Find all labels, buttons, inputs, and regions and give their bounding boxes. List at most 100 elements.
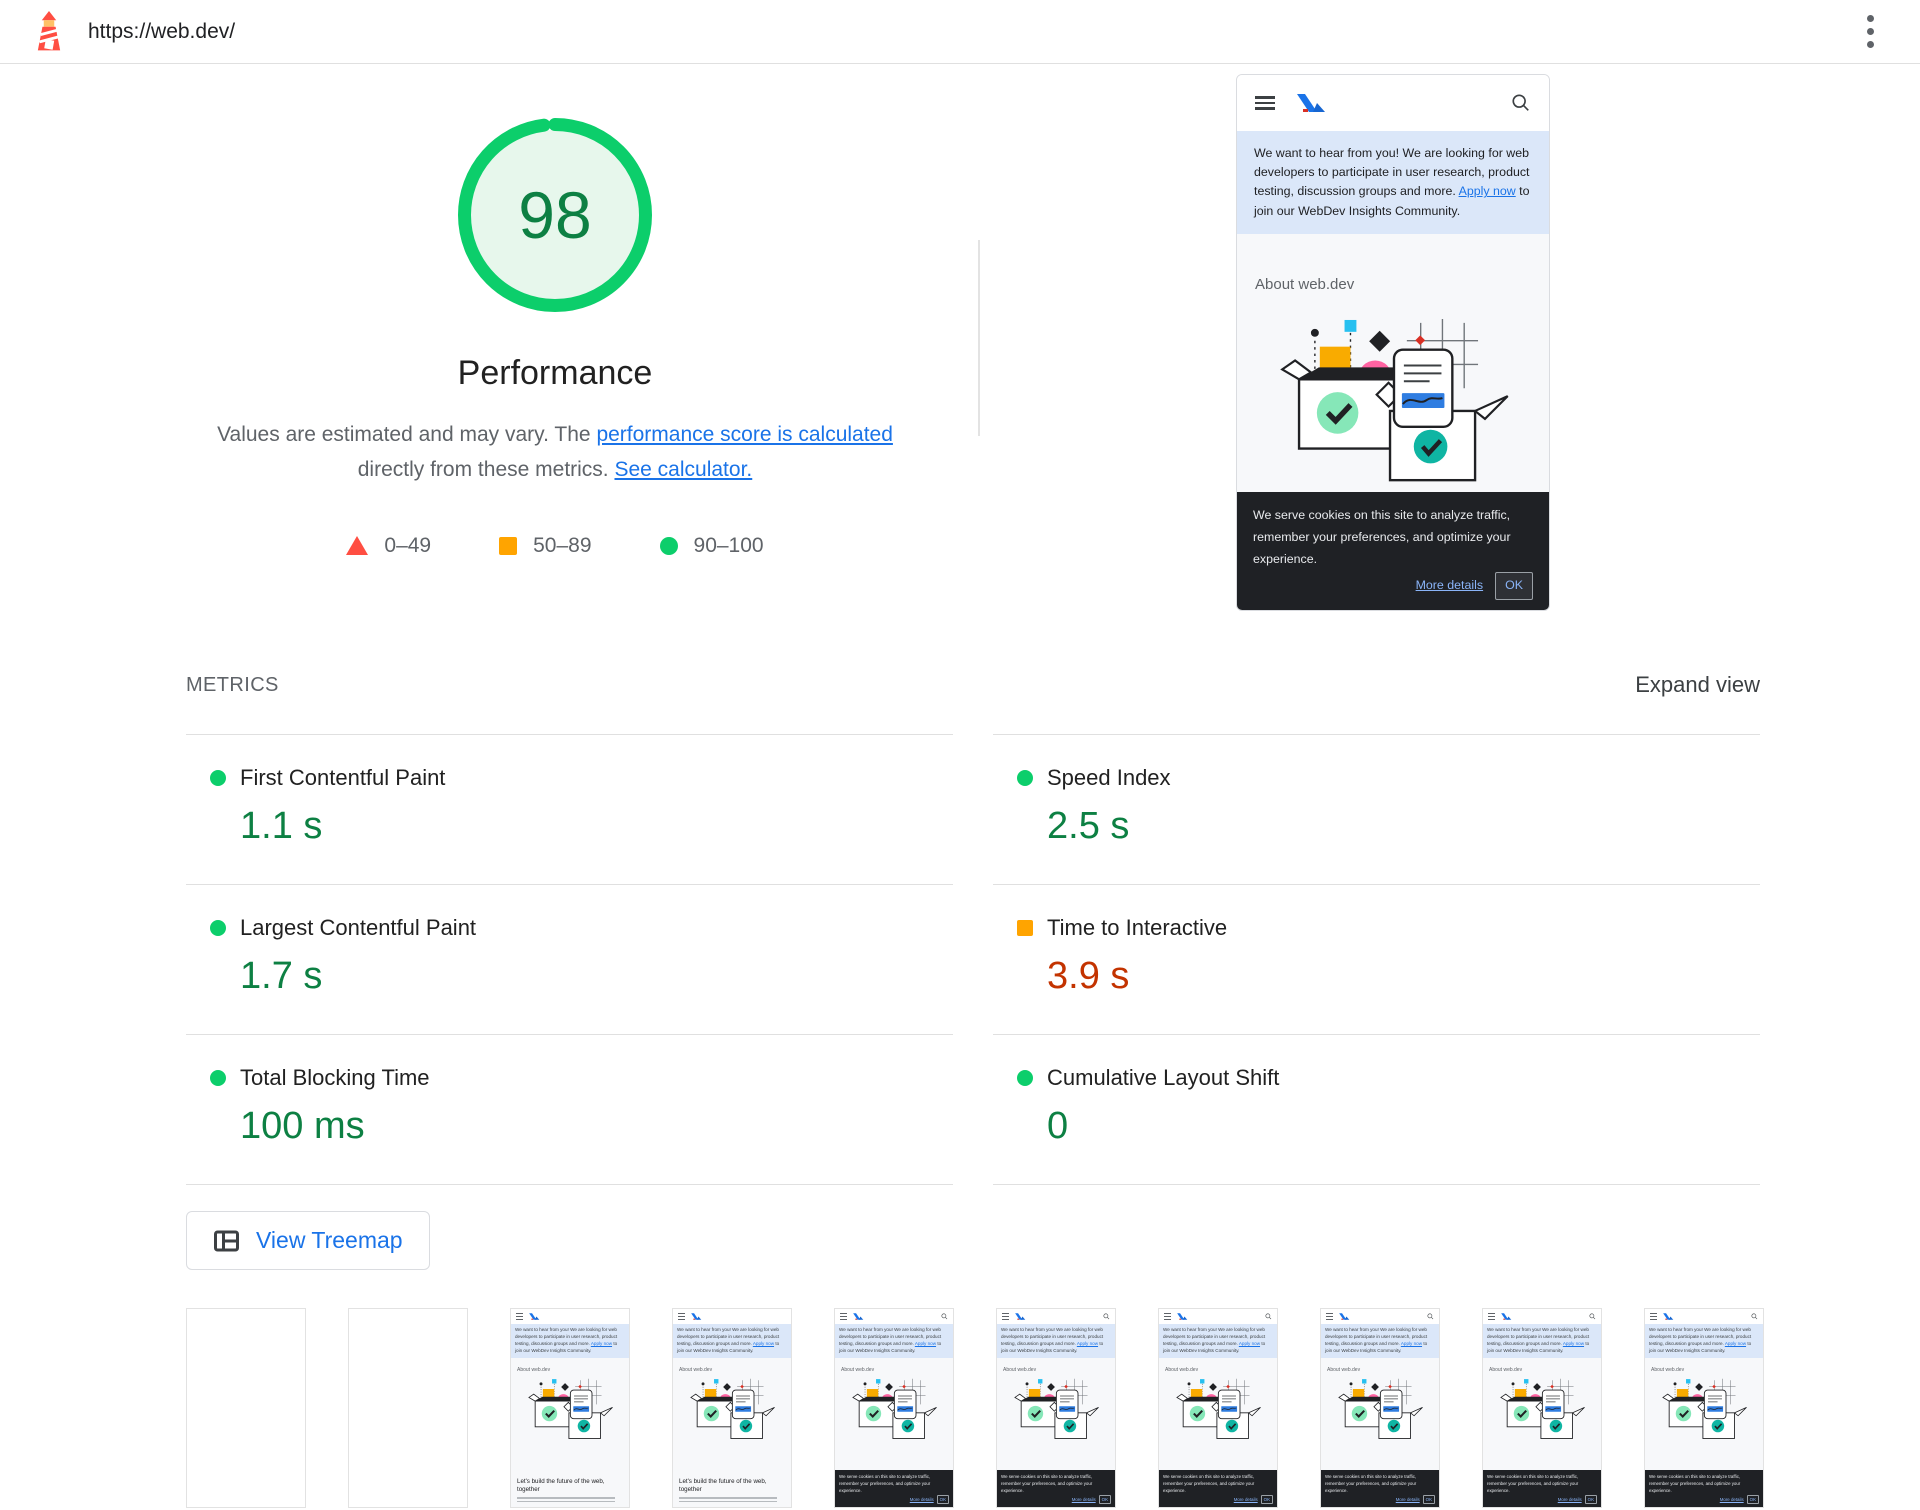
legend-item-good: 90–100 <box>659 533 764 558</box>
mock-hamburger-icon <box>840 1313 847 1320</box>
category-title: Performance <box>457 354 653 392</box>
mock-page-body: About web.dev <box>511 1357 629 1476</box>
mock-hero-illustration <box>1498 1378 1586 1444</box>
mock-search-icon <box>1427 1313 1434 1320</box>
mock-mini-header <box>997 1309 1115 1324</box>
mock-banner-text: to join our WebDev Insights Community. <box>1254 184 1530 218</box>
mock-promo-banner: We want to hear from you! We are looking… <box>835 1324 953 1358</box>
performance-score-link[interactable]: performance score is calculated <box>596 423 893 446</box>
filmstrip-frame: We want to hear from you! We are looking… <box>510 1308 630 1508</box>
legend-label: 0–49 <box>384 533 432 557</box>
score-legend: 0–49 50–89 90–100 <box>150 534 960 558</box>
expand-view-button[interactable]: Expand view <box>1635 672 1760 697</box>
performance-score-gauge[interactable]: 98 <box>458 118 652 312</box>
mock-mini-header <box>835 1309 953 1324</box>
mock-hero-illustration <box>526 1378 614 1444</box>
mock-hamburger-icon <box>1650 1313 1657 1320</box>
legend-label: 50–89 <box>533 533 592 557</box>
metric-bullet-icon <box>210 770 226 786</box>
see-calculator-link[interactable]: See calculator. <box>614 458 753 482</box>
mock-cookie-banner: We serve cookies on this site to analyze… <box>1645 1469 1763 1507</box>
mock-cookie-banner: We serve cookies on this site to analyze… <box>1483 1469 1601 1507</box>
treemap-icon <box>214 1230 239 1251</box>
legend-item-fail: 0–49 <box>346 534 431 558</box>
vertical-divider <box>978 240 980 436</box>
metric-bullet-icon <box>210 920 226 936</box>
metrics-section-title: METRICS <box>186 673 279 696</box>
metric-value: 100 ms <box>240 1105 365 1147</box>
mock-about-heading: About web.dev <box>1489 1366 1523 1373</box>
mock-page-body: About web.dev <box>997 1357 1115 1470</box>
metric-largest-contentful-paint: Largest Contentful Paint 1.7 s <box>186 884 953 1034</box>
score-description-text: directly from these metrics. <box>357 458 615 482</box>
mock-hero-illustration <box>1660 1378 1748 1444</box>
view-treemap-button[interactable]: View Treemap <box>186 1211 430 1270</box>
score-value: 98 <box>518 178 592 252</box>
mock-promo-banner: We want to hear from you! We are looking… <box>673 1324 791 1358</box>
mock-search-icon <box>1511 93 1531 113</box>
mock-cookie-text: We serve cookies on this site to analyze… <box>1253 508 1511 566</box>
mock-page-body: About web.dev <box>1483 1357 1601 1470</box>
filmstrip-frame <box>348 1308 468 1508</box>
mock-cookie-banner: We serve cookies on this site to analyze… <box>997 1469 1115 1507</box>
mock-hamburger-icon <box>1002 1313 1009 1320</box>
mock-mini-header <box>511 1309 629 1324</box>
mock-promo-banner: We want to hear from you! We are looking… <box>1483 1324 1601 1358</box>
mock-mini-header <box>673 1309 791 1324</box>
mock-mini-header <box>1159 1309 1277 1324</box>
legend-item-average: 50–89 <box>499 533 592 558</box>
good-circle-icon <box>659 536 678 555</box>
metric-time-to-interactive: Time to Interactive 3.9 s <box>993 884 1760 1034</box>
lighthouse-logo-icon <box>37 10 61 50</box>
performance-summary: 98 Performance Values are estimated and … <box>0 64 1920 664</box>
mock-page-body: About web.dev <box>1645 1357 1763 1470</box>
metric-first-contentful-paint: First Contentful Paint 1.1 s <box>186 734 953 884</box>
mock-page-body: About web.dev <box>673 1357 791 1476</box>
mock-search-icon <box>1265 1313 1272 1320</box>
average-square-icon <box>499 536 518 555</box>
mock-promo-banner: We want to hear from you! We are looking… <box>511 1324 629 1358</box>
fail-triangle-icon <box>346 536 369 556</box>
legend-label: 90–100 <box>693 533 764 557</box>
mock-hero-illustration <box>850 1378 938 1444</box>
mock-ok-button: OK <box>1495 572 1533 600</box>
score-description-text: Values are estimated and may vary. The <box>217 423 597 446</box>
filmstrip-frame: We want to hear from you! We are looking… <box>1158 1308 1278 1508</box>
mock-hamburger-icon <box>1488 1313 1495 1320</box>
filmstrip-frame: We want to hear from you! We are looking… <box>1320 1308 1440 1508</box>
mock-about-heading: About web.dev <box>1003 1366 1037 1373</box>
mock-search-icon <box>1103 1313 1110 1320</box>
mock-mini-header <box>1321 1309 1439 1324</box>
mock-about-heading: About web.dev <box>1255 275 1355 293</box>
mock-page-body: About web.dev <box>1159 1357 1277 1470</box>
mock-hero-text: Let's build the future of the web, toget… <box>511 1475 629 1507</box>
metric-label: Total Blocking Time <box>240 1065 430 1090</box>
filmstrip: We want to hear from you! We are looking… <box>186 1308 1920 1508</box>
metric-speed-index: Speed Index 2.5 s <box>993 734 1760 884</box>
metric-bullet-icon <box>1017 770 1033 786</box>
audited-url: https://web.dev/ <box>88 19 236 43</box>
mock-hamburger-icon <box>1164 1313 1171 1320</box>
mock-apply-now-link: Apply now <box>1458 184 1516 199</box>
mock-cookie-banner: We serve cookies on this site to analyze… <box>1321 1469 1439 1507</box>
mock-promo-banner: We want to hear from you! We are looking… <box>997 1324 1115 1358</box>
kebab-menu-icon[interactable] <box>1861 9 1880 54</box>
mock-search-icon <box>1751 1313 1758 1320</box>
filmstrip-frame: We want to hear from you! We are looking… <box>1482 1308 1602 1508</box>
mock-hamburger-icon <box>1326 1313 1333 1320</box>
mock-search-icon <box>1589 1313 1596 1320</box>
metric-label: Cumulative Layout Shift <box>1047 1065 1280 1090</box>
mock-promo-banner: We want to hear from you! We are looking… <box>1237 131 1549 234</box>
filmstrip-frame: We want to hear from you! We are looking… <box>996 1308 1116 1508</box>
mock-webdev-logo-icon <box>1291 91 1327 115</box>
mock-about-heading: About web.dev <box>1327 1366 1361 1373</box>
filmstrip-frame: We want to hear from you! We are looking… <box>672 1308 792 1508</box>
mock-about-heading: About web.dev <box>1651 1366 1685 1373</box>
metric-value: 3.9 s <box>1047 955 1130 997</box>
metric-label: Largest Contentful Paint <box>240 915 477 940</box>
view-treemap-label: View Treemap <box>256 1227 403 1253</box>
metric-label: Speed Index <box>1047 765 1171 790</box>
mock-hamburger-icon <box>1255 93 1275 113</box>
mock-hamburger-icon <box>516 1313 523 1320</box>
mock-site-header <box>1237 75 1549 131</box>
